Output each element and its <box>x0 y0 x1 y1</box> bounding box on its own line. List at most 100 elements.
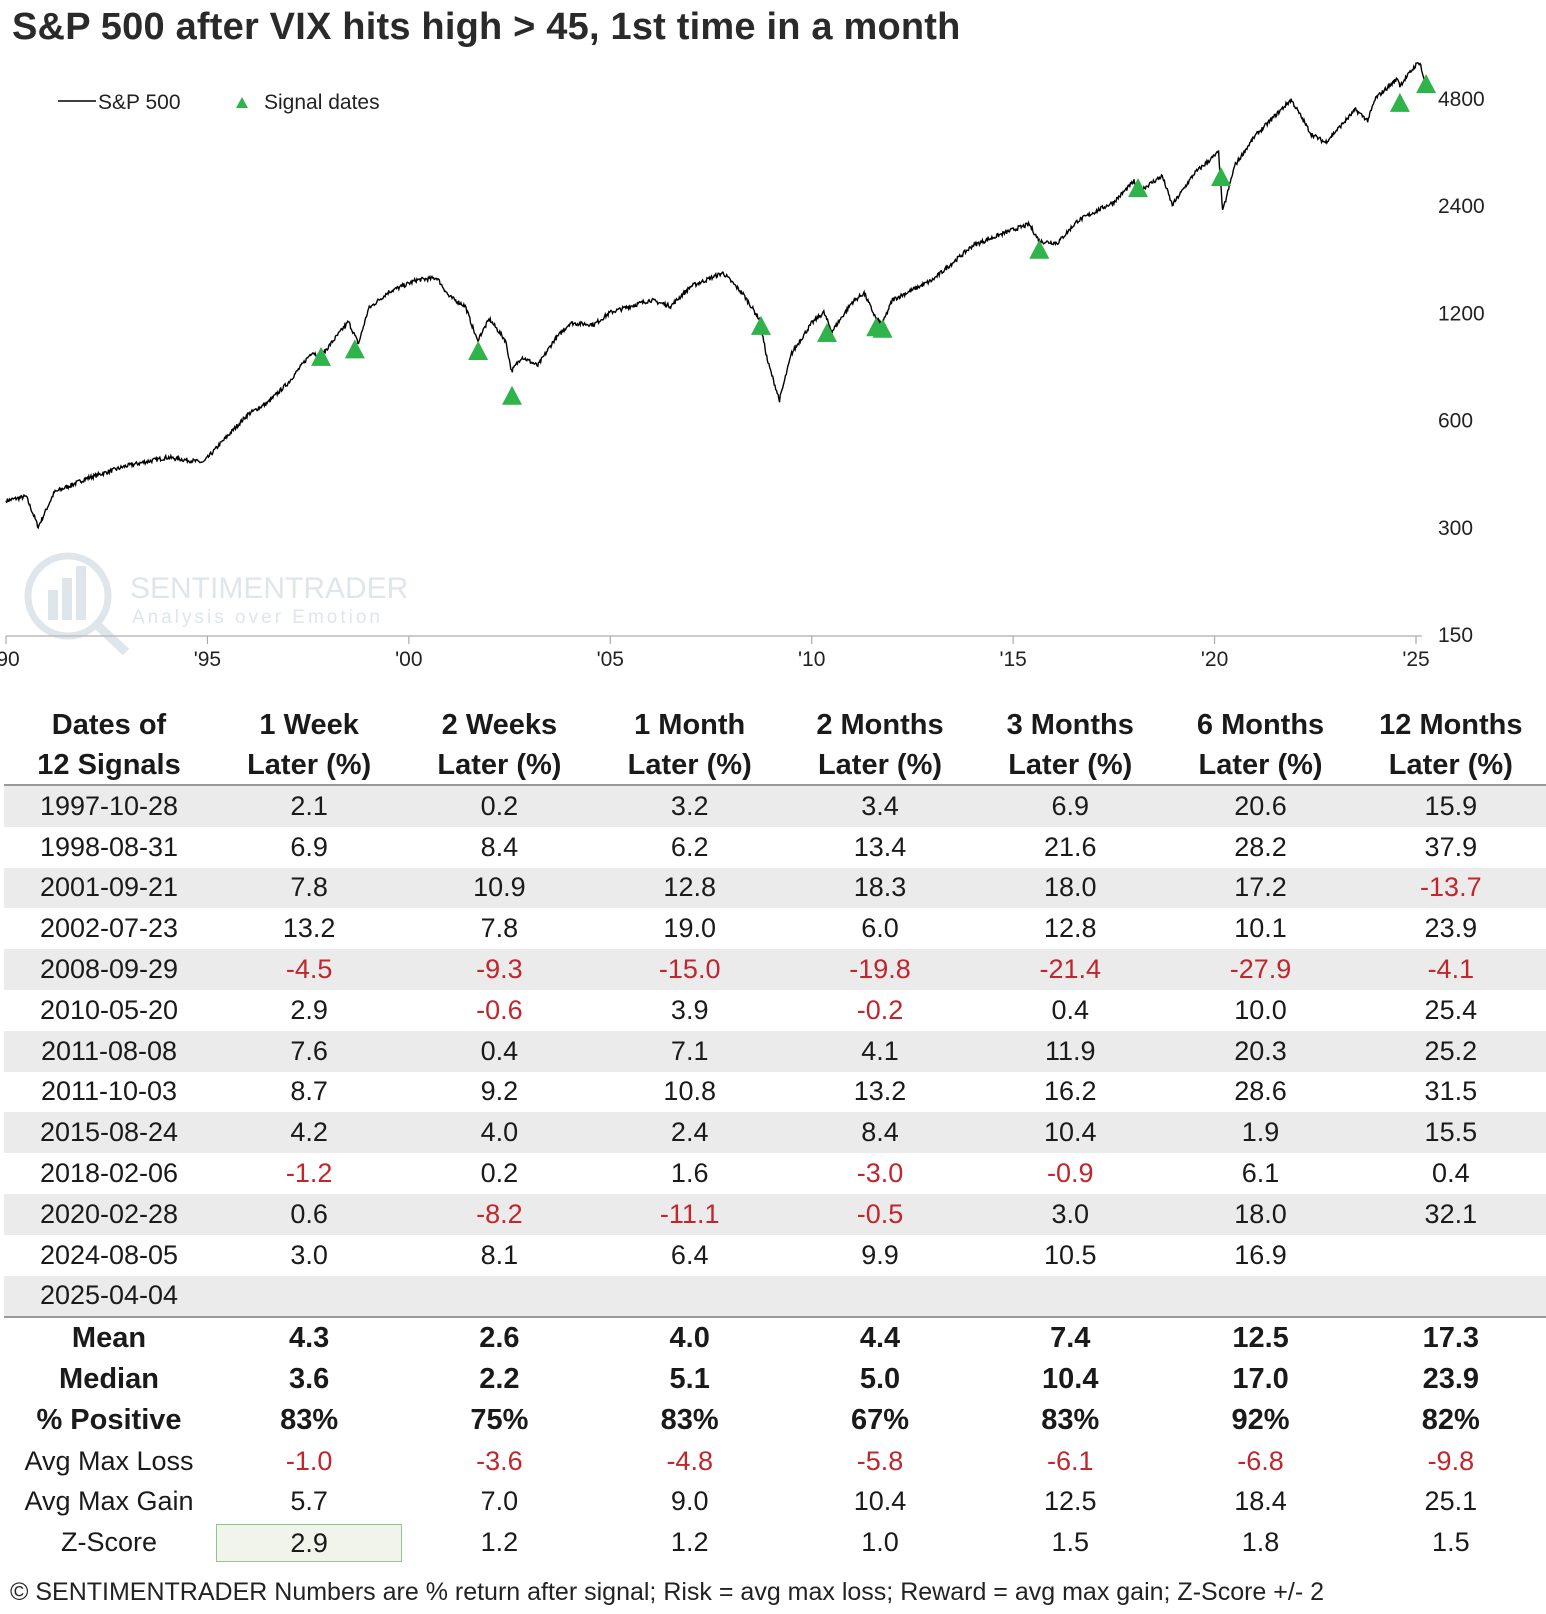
table-cell: 10.4 <box>1043 1117 1097 1148</box>
table-cell: -3.6 <box>476 1445 523 1476</box>
watermark-brand: SENTIMENTRADER <box>130 572 408 605</box>
table-cell: 12.8 <box>663 872 716 903</box>
watermark-bar-icon <box>76 566 86 620</box>
table-cell: 92% <box>1231 1403 1290 1436</box>
column-header-line: 2 Months <box>816 709 944 741</box>
chart-title: S&P 500 after VIX hits high > 45, 1st ti… <box>12 6 961 48</box>
table-cell: 18.0 <box>1234 1198 1287 1229</box>
column-header-line: 12 Months <box>1379 709 1523 741</box>
table-cell: 9.2 <box>480 1076 519 1107</box>
y-tick-label: 2400 <box>1438 195 1485 218</box>
table-cell: 23.9 <box>1422 1363 1480 1396</box>
table-cell: -1.0 <box>285 1445 333 1476</box>
table-cell: -21.4 <box>1039 954 1102 985</box>
table-cell: 0.2 <box>480 790 519 821</box>
table-cell: 2025-04-04 <box>39 1280 179 1311</box>
legend-triangle-icon <box>236 97 248 108</box>
table-cell: 10.5 <box>1043 1239 1097 1270</box>
table-cell: 12.5 <box>1043 1486 1097 1517</box>
table-row: 2002-07-23 13.2 7.8 19.0 6.0 12.8 10.1 23.9 <box>4 908 1546 949</box>
column-header-line: Later (%) <box>1198 749 1323 781</box>
y-tick-label: 150 <box>1438 624 1473 647</box>
table-cell: 17.0 <box>1232 1363 1289 1396</box>
table-cell: 8.7 <box>290 1076 328 1107</box>
table-cell: Avg Max Gain <box>24 1486 194 1517</box>
table-cell: 16.9 <box>1234 1239 1287 1270</box>
table-cell: -27.9 <box>1229 954 1292 985</box>
table-cell: 10.0 <box>1234 994 1287 1025</box>
table-cell: 4.0 <box>480 1117 519 1148</box>
signal-triangle-icon <box>1029 239 1050 259</box>
table-cell: 9.9 <box>861 1239 899 1270</box>
table-cell: 75% <box>470 1403 529 1436</box>
table-cell: -5.8 <box>856 1445 904 1476</box>
y-tick-label: 300 <box>1438 517 1473 540</box>
table-cell: 20.6 <box>1234 790 1287 821</box>
table-cell: Z-Score <box>60 1527 158 1558</box>
signal-triangle-icon <box>872 318 893 338</box>
table-cell: 12.5 <box>1232 1322 1289 1355</box>
table-row: 1998-08-31 6.9 8.4 6.2 13.4 21.6 28.2 37.9 <box>4 827 1546 868</box>
table-cell: 2.2 <box>479 1363 520 1396</box>
table-cell: 3.0 <box>1051 1198 1090 1229</box>
column-header-line: Later (%) <box>627 749 752 781</box>
table-cell: -13.7 <box>1420 872 1482 903</box>
table-cell: 2001-09-21 <box>39 872 179 903</box>
table-cell: 5.0 <box>859 1363 901 1396</box>
table-cell: 2024-08-05 <box>39 1239 179 1270</box>
table-cell: 3.9 <box>670 994 709 1025</box>
table-cell: 0.4 <box>1432 1158 1470 1189</box>
signal-returns-table: Dates of 12 Signals 1 Week Later (%) 2 Weeks… <box>4 706 1546 1563</box>
table-cell: 7.1 <box>670 1035 709 1066</box>
table-cell: 6.0 <box>861 913 899 944</box>
table-cell: -0.2 <box>856 994 904 1025</box>
table-cell: -8.2 <box>476 1198 523 1229</box>
table-cell: 6.1 <box>1241 1158 1280 1189</box>
table-cell: 1997-10-28 <box>39 790 179 821</box>
table-cell: 7.4 <box>1050 1322 1091 1355</box>
table-cell: 1.5 <box>1051 1527 1090 1558</box>
table-cell: 6.9 <box>1051 790 1090 821</box>
table-cell: 1.2 <box>670 1527 709 1558</box>
y-tick-label: 600 <box>1438 410 1473 433</box>
table-cell: 7.8 <box>290 872 328 903</box>
table-cell: 10.4 <box>853 1486 907 1517</box>
table-row: 2024-08-05 3.0 8.1 6.4 9.9 10.5 16.9 <box>4 1235 1546 1276</box>
table-cell: 6.9 <box>290 831 328 862</box>
table-cell: 12.8 <box>1043 913 1097 944</box>
table-cell: -0.5 <box>856 1198 904 1229</box>
signal-triangle-icon <box>344 339 365 359</box>
table-cell: 67% <box>850 1403 909 1436</box>
signal-triangle-icon <box>311 346 332 366</box>
table-cell: -15.0 <box>658 954 721 985</box>
table-cell: 16.2 <box>1043 1076 1097 1107</box>
sentimentrader-watermark: SENTIMENTRADER Analysis over Emotion <box>24 552 408 656</box>
watermark-magnifier-handle <box>92 620 130 656</box>
table-row: 2015-08-24 4.2 4.0 2.4 8.4 10.4 1.9 15.5 <box>4 1112 1546 1154</box>
signal-markers <box>311 74 1437 405</box>
signal-triangle-icon <box>501 385 522 405</box>
table-cell: -3.0 <box>856 1158 904 1189</box>
table-summary: Mean 4.3 2.6 4.0 4.4 7.4 12.5 17.3 Median 3.6 2.2 5… <box>4 1316 1546 1563</box>
table-cell: 21.6 <box>1043 831 1097 862</box>
footer-note: © SENTIMENTRADER Numbers are % return af… <box>10 1578 1324 1606</box>
table-cell: 1.0 <box>861 1527 899 1558</box>
sp500-line-chart: SENTIMENTRADER Analysis over Emotion S&P… <box>0 62 1485 671</box>
table-row: Z-Score 2.9 1.2 1.2 1.0 1.5 1.8 1.5 <box>4 1522 1546 1563</box>
table-cell: 13.2 <box>853 1076 907 1107</box>
column-header: 2 Weeks Later (%) <box>404 705 594 785</box>
table-cell: 3.4 <box>861 790 899 821</box>
y-tick-label: 1200 <box>1438 302 1485 325</box>
table-cell: 4.1 <box>861 1035 899 1066</box>
x-tick-label: '15 <box>999 648 1026 671</box>
table-cell: 5.7 <box>290 1486 328 1517</box>
table-cell: 2018-02-06 <box>39 1158 179 1189</box>
table-cell: 23.9 <box>1424 913 1478 944</box>
table-cell: 13.2 <box>282 913 336 944</box>
table-cell: 1998-08-31 <box>39 831 179 862</box>
table-cell: 8.4 <box>861 1117 899 1148</box>
table-cell: 31.5 <box>1424 1076 1478 1107</box>
table-cell: 0.6 <box>290 1198 328 1229</box>
table-cell: -6.8 <box>1237 1445 1284 1476</box>
highlighted-zscore: 2.9 <box>216 1523 403 1562</box>
